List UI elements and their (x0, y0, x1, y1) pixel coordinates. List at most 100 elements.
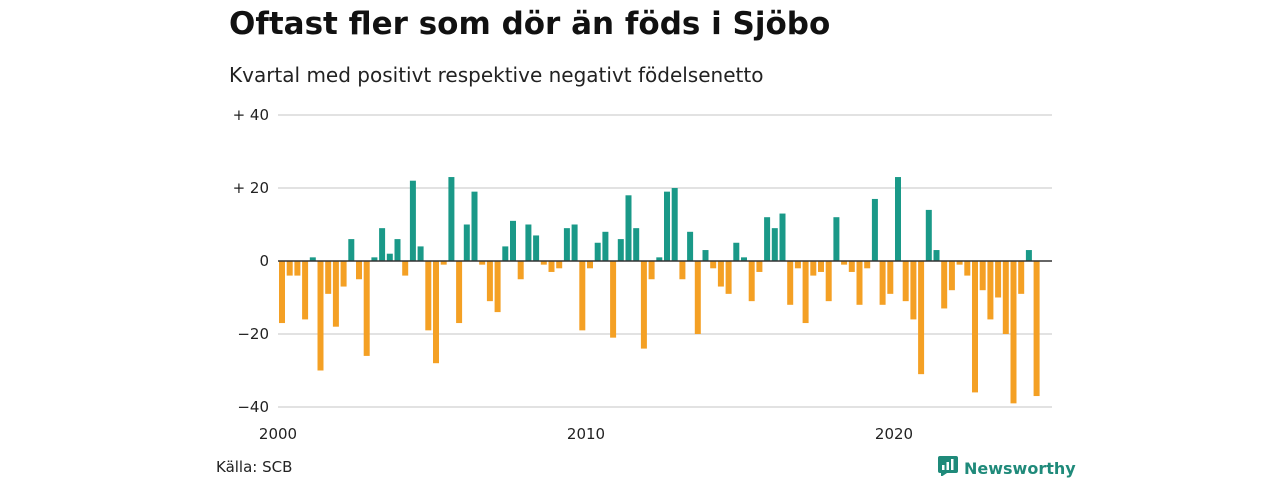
bar (887, 261, 894, 294)
chart-subtitle: Kvartal med positivt respektive negativt… (229, 63, 764, 87)
bar (794, 261, 801, 269)
y-tick-label: −20 (237, 325, 269, 343)
bar (725, 261, 732, 294)
bar (602, 231, 609, 261)
bar (409, 180, 416, 261)
bar (933, 250, 940, 261)
x-tick-label: 2000 (259, 425, 297, 443)
bar (348, 239, 355, 261)
bar (486, 261, 493, 302)
bar (1018, 261, 1025, 294)
bar (910, 261, 917, 320)
bar (972, 261, 978, 393)
bar (494, 261, 501, 313)
bar (1025, 250, 1032, 261)
bar (417, 246, 424, 261)
bar (279, 261, 285, 324)
axes: + 40 + 20 0 −20 −40 2000 2010 2020 (233, 106, 1052, 443)
bar (533, 235, 540, 261)
bar (425, 261, 432, 331)
bar (610, 261, 617, 338)
bar (848, 261, 855, 272)
brand-name: Newsworthy (964, 458, 1076, 478)
bar (733, 242, 740, 261)
bar (640, 261, 647, 349)
bar (694, 261, 701, 334)
y-tick-label: −40 (237, 398, 269, 416)
bar (856, 261, 863, 305)
bar (563, 228, 570, 261)
bar (1002, 261, 1009, 334)
brand-logo: Newsworthy (938, 456, 1076, 480)
bar (1010, 261, 1017, 404)
bar (617, 239, 624, 261)
bar (671, 188, 678, 261)
y-tick-label: + 40 (233, 106, 269, 124)
bar (402, 261, 409, 276)
bar (440, 261, 447, 265)
bar (302, 261, 309, 320)
bar (356, 261, 362, 280)
bar (748, 261, 755, 302)
bar (710, 261, 717, 269)
bar (864, 261, 871, 269)
bar (879, 261, 886, 305)
bar (286, 261, 293, 276)
bar (918, 261, 925, 375)
y-tick-label: 0 (259, 252, 269, 270)
bar (925, 209, 932, 261)
bar (964, 261, 971, 276)
bar (340, 261, 347, 287)
bar (871, 198, 878, 261)
bar (471, 191, 478, 261)
bar (517, 261, 524, 280)
bar (779, 213, 786, 261)
bar (394, 239, 401, 261)
newsworthy-logo-icon (938, 456, 958, 480)
bar (941, 261, 948, 309)
bar (771, 228, 778, 261)
bar (332, 261, 339, 327)
bar (510, 220, 516, 261)
bar (810, 261, 817, 276)
bar (679, 261, 686, 280)
bar (479, 261, 486, 265)
bar (717, 261, 724, 287)
bar (664, 191, 670, 261)
bar (309, 257, 316, 261)
bar (818, 261, 824, 272)
bar (841, 261, 848, 265)
bar (463, 224, 470, 261)
bar (448, 177, 455, 261)
bar (1033, 261, 1040, 397)
bar (633, 228, 640, 261)
bar (987, 261, 994, 320)
bar (648, 261, 655, 280)
bar (371, 257, 378, 261)
chart-title: Oftast fler som dör än föds i Sjöbo (229, 6, 831, 42)
bar (833, 217, 840, 261)
bar (556, 261, 563, 269)
bar (325, 261, 332, 294)
bar (979, 261, 986, 291)
bar (294, 261, 301, 276)
bar (502, 246, 509, 261)
bar (656, 257, 663, 261)
bar (433, 261, 439, 364)
bar (579, 261, 586, 331)
bar (386, 253, 393, 261)
bar (540, 261, 547, 265)
bar (625, 195, 632, 261)
bar (317, 261, 324, 371)
y-tick-label: + 20 (233, 179, 269, 197)
bar (363, 261, 370, 356)
bar (802, 261, 809, 324)
bar (702, 250, 709, 261)
bar (902, 261, 909, 302)
x-tick-label: 2010 (567, 425, 605, 443)
bar (548, 261, 555, 272)
bar (956, 261, 963, 265)
bar (687, 231, 694, 261)
bar (787, 261, 794, 305)
